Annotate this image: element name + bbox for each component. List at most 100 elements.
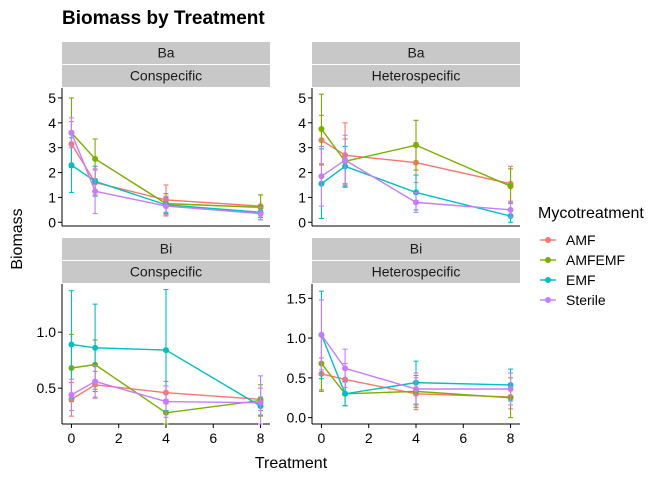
x-tick-label: 4 — [162, 430, 170, 446]
chart-title: Biomass by Treatment — [62, 8, 265, 29]
data-point — [507, 386, 514, 392]
strip-label: Ba — [157, 45, 174, 61]
series-line — [321, 139, 511, 185]
series-line — [71, 343, 261, 407]
panel-ba-conspecific: Ba Conspecific 0 1 2 3 4 5 — [48, 42, 270, 230]
y-tick-label: 3 — [298, 140, 306, 156]
y-tick-label: 2 — [48, 165, 56, 181]
legend-label: AMF — [566, 232, 596, 248]
y-tick-label: 1.0 — [37, 324, 57, 340]
legend-key-point — [545, 277, 551, 283]
x-tick-label: 0 — [318, 430, 326, 446]
data-point — [92, 344, 99, 351]
y-tick-label: 3 — [48, 140, 56, 156]
series-line — [71, 380, 261, 404]
series-line — [320, 334, 511, 390]
facet-panels: Ba Conspecific 0 1 2 3 4 5 Ba Heterospecific 0 1 2 3 4… — [37, 42, 520, 446]
legend-label: EMF — [566, 272, 596, 288]
legend-entry-amf: AMF — [540, 232, 596, 248]
y-tick-label: 1.0 — [287, 330, 307, 346]
y-tick-label: 1 — [48, 189, 56, 205]
data-point — [318, 126, 325, 133]
x-tick-label: 2 — [365, 430, 373, 446]
series-amfemf — [318, 93, 514, 205]
strip-box — [312, 238, 520, 260]
x-axis-title: Treatment — [255, 455, 328, 472]
panel-bi-heterospecific: Bi Heterospecific 0.0 0.5 1.0 1.5 0 2 4 6 8 — [287, 238, 520, 446]
data-point — [257, 399, 264, 406]
series-line — [321, 165, 511, 217]
x-tick-label: 0 — [68, 430, 76, 446]
series-line — [321, 373, 511, 398]
legend-entry-sterile: Sterile — [540, 292, 606, 308]
y-tick-label: 2 — [298, 165, 306, 181]
series-line — [320, 334, 511, 395]
strip-label: Ba — [407, 45, 424, 61]
data-point — [68, 162, 75, 169]
series-sterile — [68, 365, 264, 425]
legend-key-point — [545, 297, 551, 303]
series-line — [71, 164, 261, 214]
data-point — [342, 365, 349, 372]
y-tick-label: 0 — [298, 214, 306, 230]
data-point — [342, 157, 349, 164]
series-line — [70, 132, 261, 215]
data-point — [68, 129, 75, 136]
y-tick-label: 5 — [298, 90, 306, 106]
strip-box — [312, 42, 520, 64]
strip-box — [62, 42, 270, 64]
y-axis-title: Biomass — [9, 208, 26, 269]
strip-box — [62, 261, 270, 283]
strip-label: Bi — [160, 241, 172, 257]
x-tick-label: 8 — [257, 430, 265, 446]
y-tick-label: 0.5 — [287, 370, 307, 386]
legend-label: AMFEMF — [566, 252, 625, 268]
legend-key-point — [545, 257, 551, 263]
data-point — [318, 331, 325, 338]
strip-box — [312, 261, 520, 283]
legend-label: Sterile — [566, 292, 606, 308]
strip-label: Bi — [410, 241, 422, 257]
data-point — [413, 142, 419, 149]
strip-box — [312, 65, 520, 87]
y-tick-label: 1.5 — [287, 290, 307, 306]
data-point — [413, 199, 419, 206]
data-point — [163, 398, 169, 405]
data-point — [92, 378, 99, 385]
data-point — [163, 203, 169, 210]
data-point — [507, 206, 514, 213]
series-line — [71, 363, 261, 414]
strip-box — [62, 238, 270, 260]
legend-title: Mycotreatment — [538, 205, 644, 222]
data-point — [163, 347, 169, 354]
y-tick-label: 4 — [48, 115, 56, 131]
panel-bi-conspecific: Bi Conspecific 0.5 1.0 0 2 4 6 8 — [37, 238, 270, 446]
data-point — [68, 341, 75, 348]
series-line — [320, 128, 511, 187]
x-tick-label: 4 — [412, 430, 420, 446]
x-tick-label: 6 — [459, 430, 467, 446]
series-sterile — [318, 134, 514, 218]
y-tick-label: 0 — [48, 214, 56, 230]
series-line — [320, 363, 511, 399]
legend: Mycotreatment AMF AMFEMF EMF Sterile — [538, 205, 644, 308]
data-point — [68, 391, 75, 398]
data-point — [92, 188, 99, 195]
series-line — [70, 132, 261, 209]
strip-label: Heterospecific — [372, 264, 461, 280]
y-tick-label: 5 — [48, 90, 56, 106]
x-tick-label: 2 — [115, 430, 123, 446]
data-point — [318, 173, 325, 180]
x-tick-label: 6 — [209, 430, 217, 446]
y-tick-label: 4 — [298, 115, 306, 131]
legend-entry-amfemf: AMFEMF — [540, 252, 625, 268]
data-point — [257, 210, 264, 217]
data-point — [92, 155, 99, 162]
x-tick-label: 8 — [507, 430, 515, 446]
series-sterile — [68, 117, 264, 221]
legend-entry-emf: EMF — [540, 272, 596, 288]
strip-box — [62, 65, 270, 87]
strip-label: Conspecific — [130, 68, 202, 84]
y-tick-label: 0.0 — [287, 410, 307, 426]
